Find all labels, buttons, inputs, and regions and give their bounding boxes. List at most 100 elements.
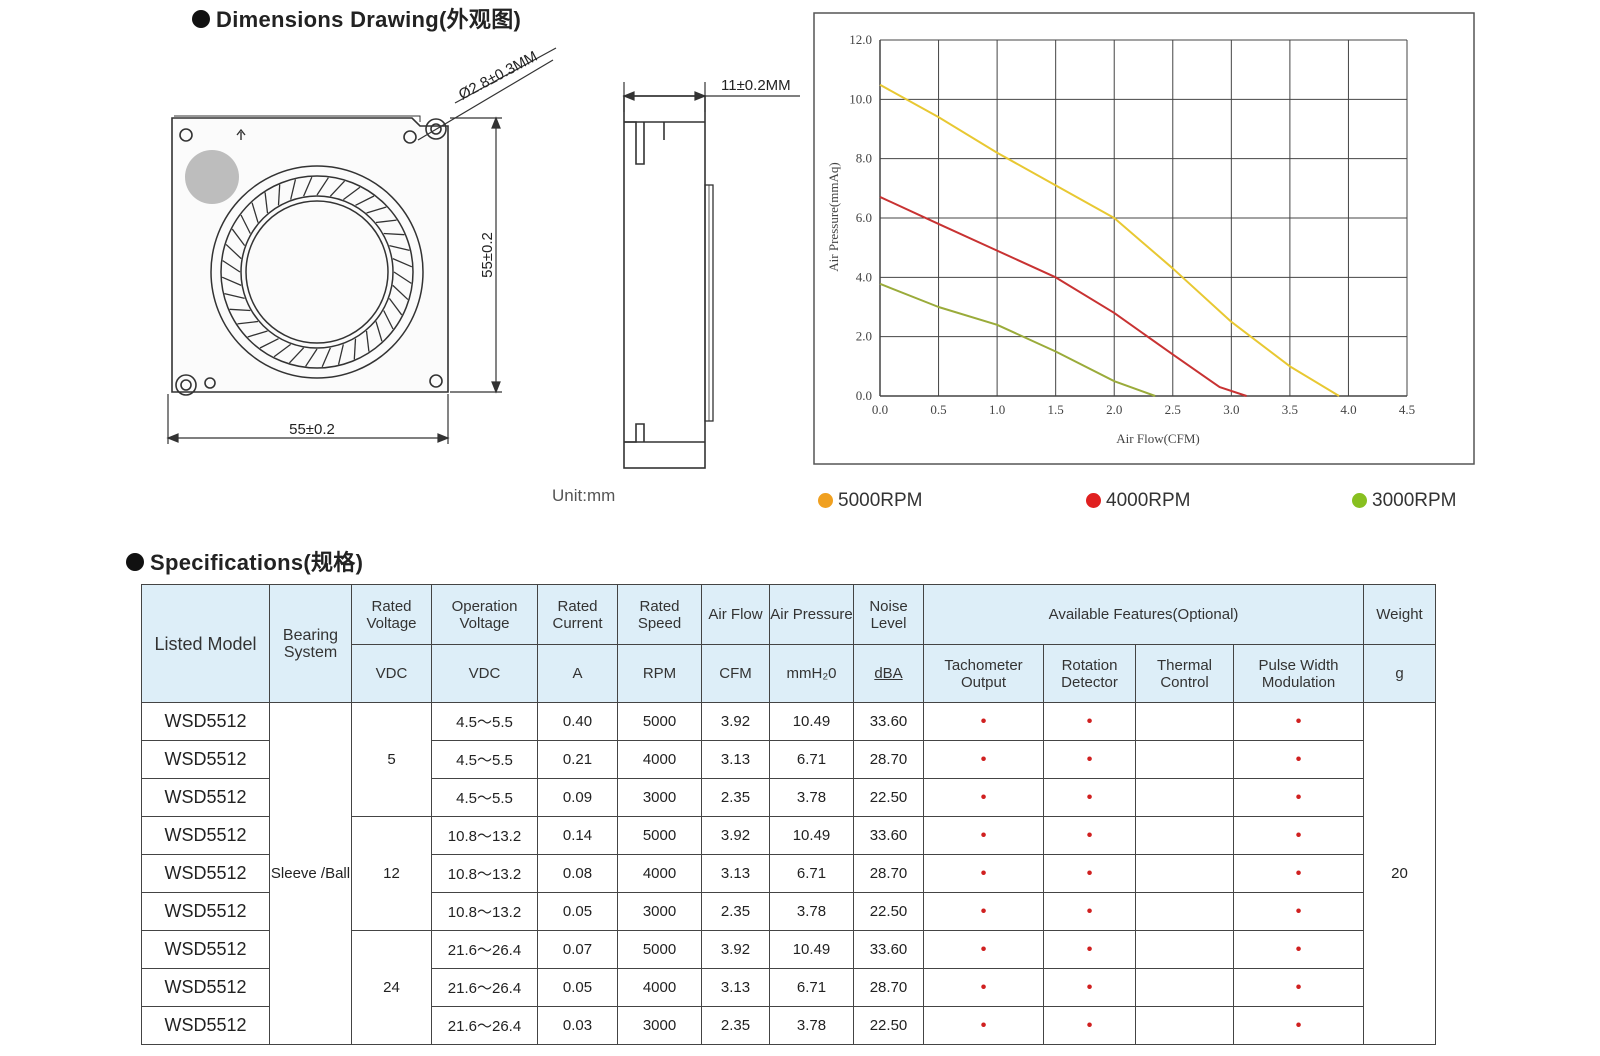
air-pressure-cell: 6.71 — [769, 854, 854, 893]
chart-y-tick-label: 4.0 — [856, 269, 872, 284]
impeller-blade — [393, 271, 412, 284]
noise-level-cell: 28.70 — [853, 740, 924, 779]
noise-level-cell: 22.50 — [853, 778, 924, 817]
feature-dot-icon: • — [1295, 978, 1302, 996]
air-pressure-cell: 10.49 — [769, 816, 854, 855]
noise-level-cell: 28.70 — [853, 968, 924, 1007]
impeller-blade — [388, 297, 403, 316]
air-flow-cell: 2.35 — [701, 892, 770, 931]
air-flow-cell: 3.92 — [701, 702, 770, 741]
tachometer-cell: • — [923, 968, 1044, 1007]
unit-operation-voltage: VDC — [431, 644, 538, 703]
impeller-blade — [383, 310, 394, 330]
header-air-flow: Air Flow — [701, 584, 770, 645]
feature-dot-icon: • — [1086, 788, 1093, 806]
table-row: WSD5512 24 21.6～26.4 0.07 5000 3.92 10.49 33.60… — [141, 930, 1436, 1045]
model-cell: WSD5512 — [141, 816, 270, 855]
chart-series-line-3000rpm — [879, 282, 1156, 397]
air-pressure-cell: 3.78 — [769, 892, 854, 931]
model-cell: WSD5512 — [141, 854, 270, 893]
rated-speed-cell: 4000 — [617, 968, 702, 1007]
operation-voltage-cell: 4.5～5.5 — [431, 778, 538, 817]
feature-dot-icon: • — [980, 978, 987, 996]
rated-voltage-cell: 5 — [351, 702, 432, 817]
air-pressure-cell: 10.49 — [769, 702, 854, 741]
pwm-cell: • — [1232, 892, 1365, 931]
model-cell: WSD5512 — [141, 778, 270, 817]
fan-front-view-drawing: Ø2.8±0.3MM 55±0.2 55±0.2 — [166, 47, 557, 444]
pwm-cell: • — [1232, 1006, 1365, 1045]
feature-dot-icon: • — [1086, 1016, 1093, 1034]
pwm-cell: • — [1232, 968, 1365, 1007]
feature-dot-icon: • — [1086, 750, 1093, 768]
operation-voltage-cell: 10.8～13.2 — [431, 892, 538, 931]
chart-x-tick-label: 1.0 — [989, 402, 1005, 417]
air-flow-cell: 3.13 — [701, 968, 770, 1007]
feature-dot-icon: • — [1295, 940, 1302, 958]
impeller-blade — [229, 308, 251, 312]
rated-current-cell: 0.03 — [537, 1006, 618, 1045]
impeller-blade — [224, 292, 245, 299]
pwm-cell: • — [1232, 930, 1365, 969]
operation-voltage-cell: 21.6～26.4 — [431, 968, 538, 1007]
feature-dot-icon: • — [980, 902, 987, 920]
rated-speed-cell: 5000 — [617, 930, 702, 969]
header-weight: Weight — [1363, 584, 1437, 645]
chart-y-tick-label: 12.0 — [849, 32, 872, 47]
bearing-cell: Sleeve /Ball — [269, 702, 352, 1045]
rated-speed-cell: 5000 — [617, 816, 702, 855]
impeller-blade — [329, 180, 346, 197]
feature-dot-icon: • — [1086, 864, 1093, 882]
legend-dot-icon — [1352, 493, 1367, 508]
feature-dot-icon: • — [980, 826, 987, 844]
rated-current-cell: 0.05 — [537, 968, 618, 1007]
rotation-detector-cell: • — [1043, 740, 1136, 779]
impeller-blade — [225, 243, 242, 260]
model-cell: WSD5512 — [141, 930, 270, 969]
header-tachometer-output: Tachometer Output — [923, 644, 1044, 703]
specifications-title: Specifications(规格) — [126, 545, 363, 577]
impeller-blade — [316, 177, 329, 196]
tachometer-cell: • — [923, 740, 1044, 779]
thermal-control-cell — [1135, 854, 1234, 893]
impeller-blade — [288, 347, 305, 364]
chart-x-tick-label: 1.5 — [1048, 402, 1064, 417]
header-air-pressure: Air Pressure — [769, 584, 854, 645]
table-row: WSD5512 10.8～13.2 0.05 3000 2.35 3.78 22.50 • • • — [141, 892, 1436, 931]
thermal-control-cell — [1135, 778, 1234, 817]
impeller-blade — [264, 192, 269, 214]
air-pressure-cell: 10.49 — [769, 930, 854, 969]
model-cell: WSD5512 — [141, 968, 270, 1007]
chart-series-line-4000rpm — [879, 196, 1247, 397]
header-pulse-width-modulation: Pulse Width Modulation — [1232, 644, 1365, 703]
impeller-blade — [273, 343, 292, 358]
thermal-control-cell — [1135, 892, 1234, 931]
unit-noise-level: dBA — [853, 644, 924, 703]
air-flow-cell: 2.35 — [701, 1006, 770, 1045]
impeller-blade — [277, 184, 281, 206]
pwm-cell: • — [1232, 816, 1365, 855]
feature-dot-icon: • — [980, 712, 987, 730]
pwm-cell: • — [1232, 740, 1365, 779]
model-cell: WSD5512 — [141, 702, 270, 741]
operation-voltage-cell: 4.5～5.5 — [431, 740, 538, 779]
feature-dot-icon: • — [980, 750, 987, 768]
header-rated-current: Rated Current — [537, 584, 618, 645]
operation-voltage-cell: 10.8～13.2 — [431, 854, 538, 893]
rotation-detector-cell: • — [1043, 1006, 1136, 1045]
rated-speed-cell: 3000 — [617, 892, 702, 931]
header-rated-speed: Rated Speed — [617, 584, 702, 645]
impeller-blade — [222, 260, 241, 273]
label-dot — [185, 150, 239, 204]
noise-level-cell: 22.50 — [853, 1006, 924, 1045]
feature-dot-icon: • — [980, 1016, 987, 1034]
feature-dot-icon: • — [1086, 826, 1093, 844]
thermal-control-cell — [1135, 930, 1234, 969]
pwm-cell: • — [1232, 702, 1365, 741]
specifications-table: Listed Model Bearing System Rated Voltag… — [141, 584, 1437, 1045]
feature-dot-icon: • — [980, 940, 987, 958]
impeller-blade — [240, 214, 251, 234]
rated-speed-cell: 4000 — [617, 854, 702, 893]
impeller-blade — [231, 228, 246, 247]
header-available-features: Available Features(Optional) — [922, 584, 1365, 645]
